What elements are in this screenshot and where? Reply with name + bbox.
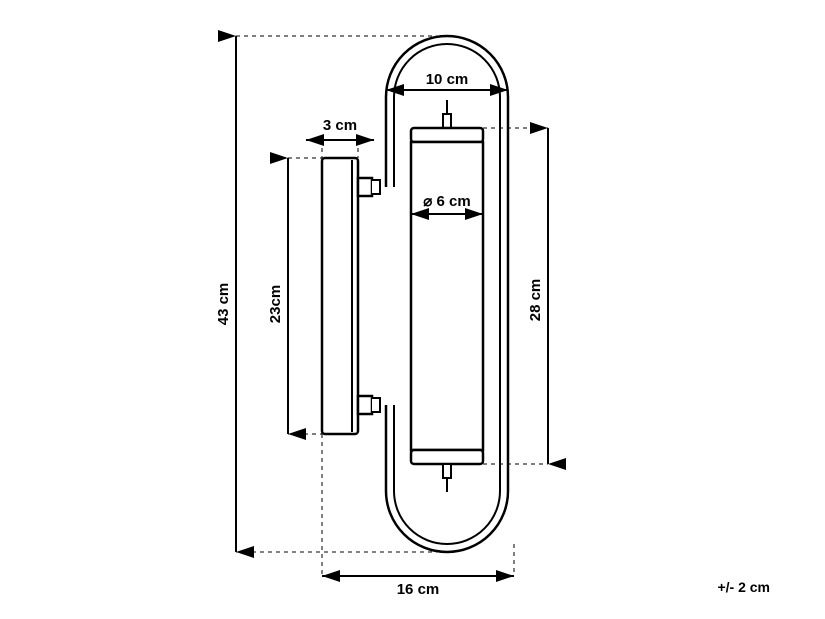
dimension-drawing: 43 cm 23cm 3 cm 10 cm ⌀ 6 cm 28 cm 1 xyxy=(0,0,825,619)
dim-width-total-label: 16 cm xyxy=(397,581,440,598)
dim-height-plate: 23cm xyxy=(267,158,322,434)
dim-height-total-label: 43 cm xyxy=(215,283,232,326)
dim-height-cyl-label: 28 cm xyxy=(527,279,544,322)
bracket-top xyxy=(358,178,380,196)
dim-depth-plate-label: 3 cm xyxy=(323,117,357,134)
dim-height-plate-label: 23cm xyxy=(267,285,284,323)
dim-depth-plate: 3 cm xyxy=(306,117,374,158)
pendant-cylinder xyxy=(411,100,483,492)
lamp-outline xyxy=(322,36,508,552)
dim-width-arm-label: 10 cm xyxy=(426,71,469,88)
tolerance-label: +/- 2 cm xyxy=(717,579,770,595)
dim-diameter-cyl-label: ⌀ 6 cm xyxy=(423,193,470,210)
bracket-bottom xyxy=(358,396,380,414)
